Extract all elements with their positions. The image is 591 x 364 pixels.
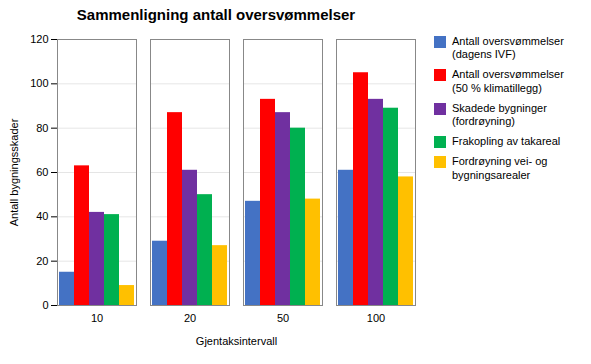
html-text:Sammenligning antall oversvømm: Sammenligning antall oversvømmelser [76,6,356,23]
svg-text:10: 10 [91,312,103,324]
svg-text:40: 40 [36,210,48,222]
svg-text:Gjentaksintervall: Gjentaksintervall [196,335,277,347]
svg-text:50: 50 [277,312,289,324]
html-text:Fordrøyning vei- og bygningsar: Fordrøyning vei- og bygningsarealer [452,155,548,181]
svg-text:100: 100 [367,312,385,324]
svg-text:0: 0 [42,299,48,311]
svg-text:60: 60 [36,166,48,178]
svg-text:Antall bygningsskader: Antall bygningsskader [8,118,20,226]
svg-text:100: 100 [30,77,48,89]
html-text:Antall oversvømmelser (50 % kl: Antall oversvømmelser (50 % klimatillegg… [452,68,564,94]
svg-text:80: 80 [36,122,48,134]
html-text:Frakopling av takareal: Frakopling av takareal [452,135,561,148]
svg-text:120: 120 [30,33,48,45]
html-text:Skadede bygninger (fordrøyning: Skadede bygninger (fordrøyning) [452,101,547,127]
svg-text:20: 20 [184,312,196,324]
svg-text:20: 20 [36,255,48,267]
html-text:Antall oversvømmelser (dagens: Antall oversvømmelser (dagens IVF) [452,35,564,61]
